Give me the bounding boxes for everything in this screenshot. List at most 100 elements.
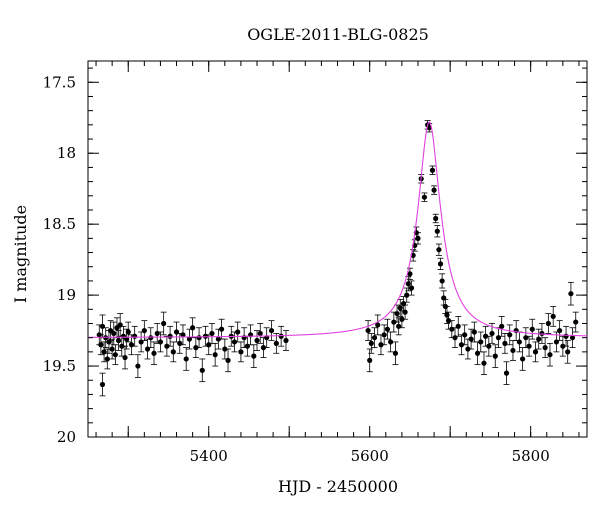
data-point	[501, 333, 508, 354]
point-marker	[196, 335, 202, 341]
data-point	[99, 372, 106, 397]
point-marker	[399, 316, 405, 322]
data-point	[526, 335, 533, 357]
point-marker	[550, 313, 556, 319]
data-point	[186, 328, 193, 350]
point-marker	[492, 353, 498, 359]
data-point	[414, 232, 421, 245]
x-tick-label: 5800	[512, 447, 550, 465]
data-point	[429, 165, 436, 175]
y-axis-label: I magnitude	[11, 205, 30, 303]
point-marker	[99, 323, 106, 329]
point-marker	[560, 343, 566, 349]
data-point	[556, 320, 563, 341]
point-marker	[260, 345, 267, 351]
point-marker	[190, 325, 196, 331]
data-point	[492, 344, 499, 368]
data-point	[374, 314, 381, 336]
data-point	[144, 338, 151, 360]
data-point	[199, 358, 206, 383]
data-point	[545, 313, 552, 334]
data-point	[273, 333, 280, 354]
data-point	[117, 313, 124, 337]
data-point	[179, 324, 186, 346]
point-marker	[396, 323, 402, 329]
point-marker	[573, 319, 579, 325]
point-marker	[368, 340, 374, 346]
x-tick-label: 5600	[351, 447, 389, 465]
point-marker	[502, 340, 508, 346]
y-tick-label: 19.5	[43, 357, 76, 375]
data-point	[278, 325, 285, 347]
point-marker	[206, 342, 212, 348]
data-point	[455, 315, 462, 337]
point-marker	[219, 326, 225, 332]
point-marker	[499, 323, 505, 329]
point-marker	[183, 356, 189, 362]
data-point	[225, 348, 232, 373]
point-marker	[482, 333, 489, 339]
data-point	[366, 348, 373, 373]
point-marker	[115, 337, 122, 344]
point-marker	[481, 360, 487, 366]
data-point	[434, 225, 441, 238]
point-marker	[439, 278, 445, 284]
point-marker	[371, 335, 378, 341]
point-marker	[520, 356, 526, 362]
data-point	[461, 324, 468, 346]
data-point	[532, 341, 539, 363]
data-point	[464, 338, 471, 360]
data-point	[208, 323, 215, 344]
data-point	[485, 335, 492, 357]
data-point	[237, 341, 244, 363]
data-point	[480, 351, 487, 375]
point-marker	[415, 235, 421, 241]
data-point	[405, 276, 412, 292]
point-marker	[568, 291, 574, 297]
point-marker	[112, 352, 118, 358]
point-marker	[381, 332, 387, 338]
point-marker	[157, 339, 164, 345]
y-tick-label: 20	[57, 428, 76, 446]
point-marker	[154, 330, 160, 337]
point-marker	[404, 292, 410, 298]
data-point	[477, 331, 484, 353]
data-point	[196, 327, 203, 349]
data-point	[365, 320, 372, 341]
point-marker	[510, 347, 516, 354]
point-marker	[542, 345, 548, 351]
point-marker	[536, 336, 542, 342]
data-point	[426, 123, 433, 133]
data-point	[563, 325, 570, 347]
data-point	[431, 185, 438, 195]
point-marker	[104, 356, 110, 362]
point-marker	[173, 329, 180, 335]
point-marker	[449, 326, 455, 332]
point-marker	[462, 332, 468, 338]
point-marker	[125, 329, 131, 335]
data-point	[408, 280, 415, 296]
point-marker	[167, 333, 173, 339]
point-marker	[436, 247, 442, 253]
x-axis-label: HJD - 2450000	[278, 477, 398, 496]
data-point	[440, 290, 447, 306]
data-point	[234, 321, 241, 343]
data-point	[282, 330, 289, 351]
point-marker	[468, 336, 474, 342]
data-point	[115, 330, 122, 351]
point-marker	[365, 327, 371, 334]
axis-ticks: 17.5 18 18.5 19 19.5 20 5400 5600 5800	[43, 61, 587, 465]
point-marker	[437, 261, 444, 267]
data-point	[257, 323, 264, 344]
point-marker	[141, 327, 147, 334]
data-point	[125, 321, 132, 343]
data-point	[231, 331, 238, 353]
point-marker	[99, 381, 106, 388]
y-tick-label: 17.5	[43, 73, 76, 91]
point-marker	[503, 370, 510, 376]
data-point	[439, 273, 446, 289]
data-point	[516, 331, 523, 353]
point-marker	[433, 215, 439, 222]
data-point	[150, 341, 157, 366]
y-tick-label: 18.5	[43, 215, 76, 233]
